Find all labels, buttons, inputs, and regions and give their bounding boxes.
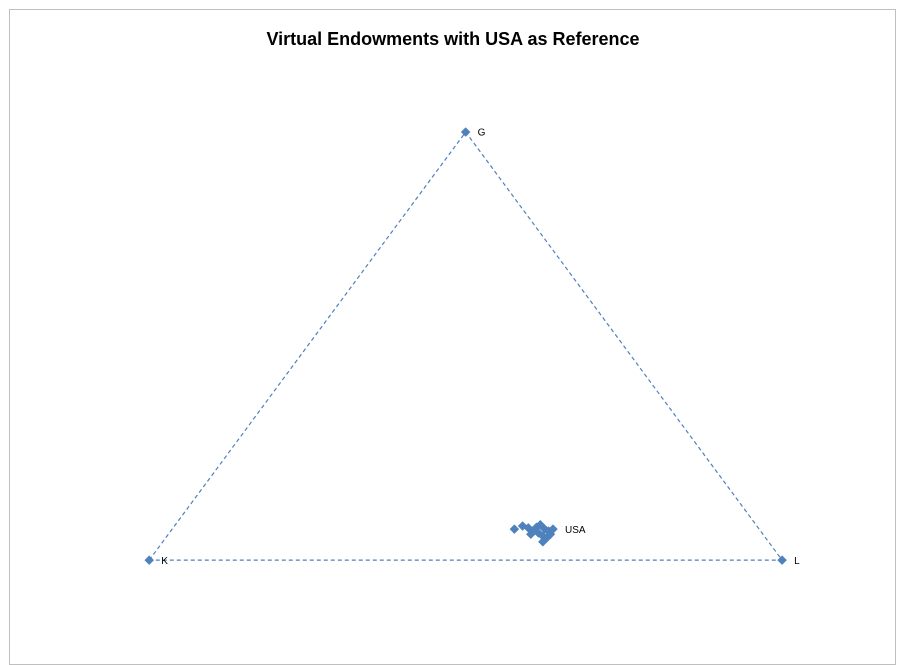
chart-title: Virtual Endowments with USA as Reference xyxy=(266,29,639,49)
point-label: G xyxy=(478,128,486,139)
point xyxy=(460,127,471,137)
point xyxy=(509,524,520,535)
point xyxy=(529,524,540,535)
point-label: USA xyxy=(565,525,586,536)
chart-frame xyxy=(9,9,896,665)
point xyxy=(538,536,548,547)
point xyxy=(777,555,787,566)
point-label: L xyxy=(794,556,800,567)
point xyxy=(548,524,558,535)
series-line xyxy=(148,131,784,561)
point xyxy=(144,555,155,566)
point-label: K xyxy=(161,556,168,567)
